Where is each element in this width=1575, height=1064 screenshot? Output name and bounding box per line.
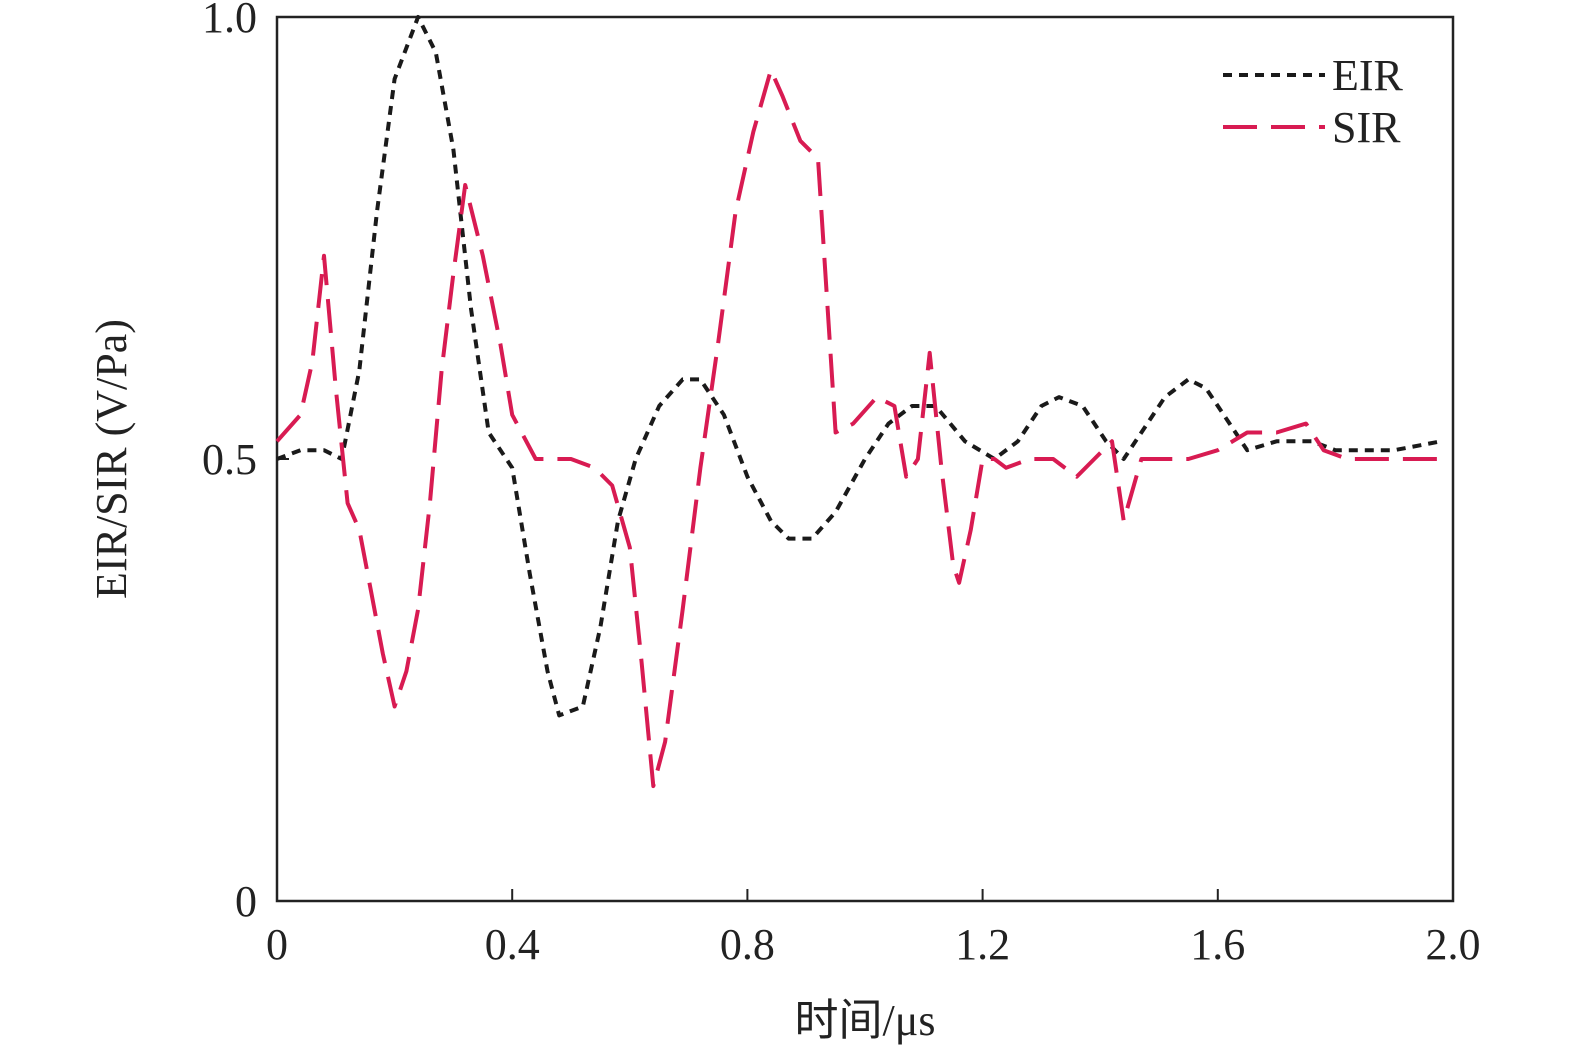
x-axis-ticks: 0 0.4 0.8 1.2 1.6 2.0 — [266, 889, 1481, 969]
y-tick-label: 0 — [235, 877, 257, 926]
series-line-sir — [275, 68, 1442, 789]
x-tick-label: 2.0 — [1426, 920, 1481, 969]
legend-label-sir: SIR — [1332, 103, 1401, 152]
x-tick-label: 1.6 — [1190, 920, 1245, 969]
legend-label-eir: EIR — [1332, 51, 1404, 100]
y-axis-ticks: 0 0.5 1.0 — [202, 0, 289, 926]
series-line-eir — [276, 15, 1442, 718]
series-layer — [275, 15, 1442, 789]
y-tick-label: 0.5 — [202, 435, 257, 484]
x-tick-label: 0.8 — [720, 920, 775, 969]
x-tick-label: 0.4 — [485, 920, 540, 969]
y-tick-label: 1.0 — [202, 0, 257, 42]
x-tick-label: 1.2 — [955, 920, 1010, 969]
y-axis-title: EIR/SIR (V/Pa) — [87, 319, 136, 599]
x-tick-label: 0 — [266, 920, 288, 969]
x-axis-title: 时间/μs — [795, 996, 936, 1045]
